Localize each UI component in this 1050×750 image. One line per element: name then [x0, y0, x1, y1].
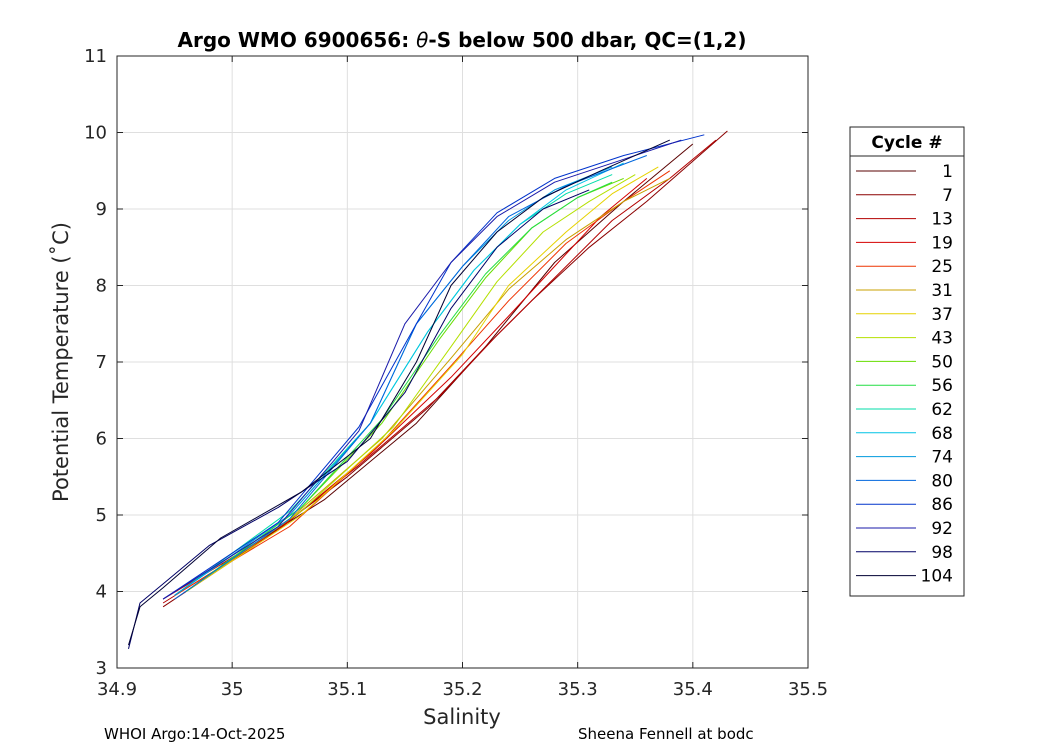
y-tick-labels: 3 4 5 6 7 8 9 10 11: [84, 46, 107, 679]
footer-right: Sheena Fennell at bodc: [578, 725, 754, 743]
legend-items: 1 7 13 19 25 31 37 43 50 56 62 68 74 80 86 92 98 104: [856, 162, 953, 587]
legend-label-cycle-98: 98: [931, 543, 953, 563]
x-tick-label: 35.4: [673, 679, 713, 700]
legend-label-cycle-104: 104: [921, 567, 953, 587]
legend-label-cycle-92: 92: [931, 519, 953, 539]
legend-label-cycle-86: 86: [931, 495, 953, 515]
legend-label-cycle-31: 31: [931, 281, 953, 301]
series-line-cycle-43: [185, 174, 636, 592]
x-tick-label: 35.1: [327, 679, 367, 700]
y-tick-label: 8: [96, 276, 107, 297]
series-layer: [128, 130, 728, 650]
legend-label-cycle-7: 7: [942, 186, 953, 206]
legend-label-cycle-62: 62: [931, 400, 953, 420]
chart-title: Argo WMO 6900656: θ-S below 500 dbar, QC…: [178, 28, 747, 52]
y-tick-label: 5: [96, 505, 107, 526]
y-tick-label: 7: [96, 352, 107, 373]
y-tick-label: 10: [84, 123, 107, 144]
footer-left: WHOI Argo:14-Oct-2025: [104, 725, 286, 743]
y-tick-label: 3: [96, 658, 107, 679]
series-line-cycle-104: [128, 139, 671, 646]
series-line-cycle-25: [174, 170, 671, 596]
x-tick-label: 35: [221, 679, 244, 700]
plot-frame: [116, 55, 809, 669]
legend-label-cycle-68: 68: [931, 424, 953, 444]
legend-label-cycle-80: 80: [931, 471, 953, 491]
legend-title: Cycle #: [871, 133, 942, 153]
series-line-cycle-37: [185, 166, 659, 592]
legend-label-cycle-13: 13: [931, 210, 953, 230]
legend-label-cycle-74: 74: [931, 448, 953, 468]
legend-label-cycle-56: 56: [931, 376, 953, 396]
x-tick-labels: 34.9 35 35.1 35.2 35.3 35.4 35.5: [97, 679, 828, 700]
x-tick-label: 35.5: [788, 679, 828, 700]
legend: Cycle # 1 7 13 19 25 31 37 43 50 56 62 68 74 80 86 92 98…: [849, 126, 965, 597]
series-line-cycle-98: [128, 189, 590, 650]
y-tick-label: 9: [96, 199, 107, 220]
x-tick-label: 34.9: [97, 679, 137, 700]
legend-label-cycle-1: 1: [942, 162, 953, 182]
y-tick-label: 4: [96, 582, 107, 603]
y-axis-label: Potential Temperature (˚C): [49, 222, 73, 502]
legend-label-cycle-19: 19: [931, 233, 953, 253]
y-tick-label: 11: [84, 46, 107, 67]
y-tick-label: 6: [96, 429, 107, 450]
x-axis-label: Salinity: [423, 705, 501, 729]
x-tick-label: 35.3: [558, 679, 598, 700]
x-tick-label: 35.2: [442, 679, 482, 700]
series-line-cycle-31: [185, 177, 671, 592]
legend-label-cycle-25: 25: [931, 257, 953, 277]
series-line-cycle-92: [162, 139, 682, 600]
legend-label-cycle-37: 37: [931, 305, 953, 325]
series-line-cycle-19: [162, 178, 648, 600]
legend-label-cycle-43: 43: [931, 329, 953, 349]
series-line-cycle-56: [185, 181, 613, 592]
legend-label-cycle-50: 50: [931, 352, 953, 372]
